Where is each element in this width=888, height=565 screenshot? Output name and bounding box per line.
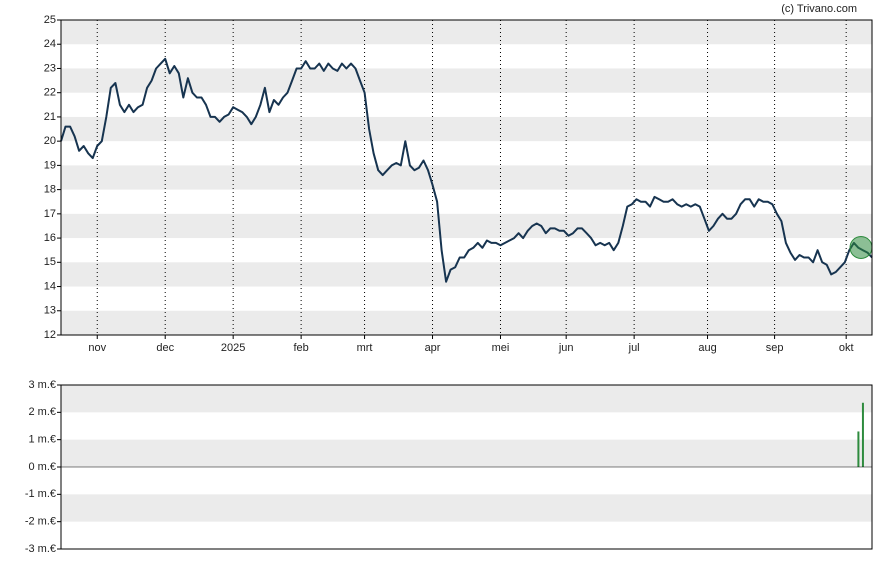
grid-band bbox=[61, 116, 872, 142]
y-tick-label: 14 bbox=[44, 280, 56, 292]
x-tick-label: feb bbox=[293, 342, 308, 354]
y-tick-label: 15 bbox=[44, 256, 56, 268]
y-tick-label: 17 bbox=[44, 208, 56, 220]
x-tick-label: aug bbox=[698, 342, 716, 354]
y-tick-label: 24 bbox=[44, 38, 56, 50]
volume-bar bbox=[857, 431, 860, 467]
price-line bbox=[60, 57, 873, 283]
grid-band bbox=[61, 494, 872, 522]
x-tick-label: 2025 bbox=[221, 342, 245, 354]
grid-band bbox=[61, 385, 872, 413]
grid-band bbox=[61, 310, 872, 335]
x-tick-label: dec bbox=[156, 342, 174, 354]
y-tick-label: 19 bbox=[44, 159, 56, 171]
grid-band bbox=[61, 20, 872, 45]
x-tick-label: mrt bbox=[357, 342, 373, 354]
x-tick-label: okt bbox=[839, 342, 854, 354]
y-tick-label: 21 bbox=[44, 111, 56, 123]
y-tick-label: 22 bbox=[44, 87, 56, 99]
y-tick-label: 20 bbox=[44, 135, 56, 147]
x-tick-label: nov bbox=[88, 342, 106, 354]
y-tick-label: 25 bbox=[44, 14, 56, 26]
grid-band bbox=[61, 213, 872, 239]
grid-band bbox=[61, 439, 872, 467]
plot-border bbox=[60, 384, 873, 550]
y-tick-label: -3 m.€ bbox=[25, 543, 56, 555]
y-tick-label: 16 bbox=[44, 232, 56, 244]
y-tick-label: 3 m.€ bbox=[28, 379, 56, 391]
grid-band bbox=[61, 68, 872, 93]
plot-border bbox=[60, 19, 873, 336]
x-tick-label: jun bbox=[558, 342, 574, 354]
y-tick-label: 18 bbox=[44, 184, 56, 196]
last-price-marker bbox=[849, 235, 873, 259]
x-tick-label: sep bbox=[766, 342, 784, 354]
y-tick-label: 2 m.€ bbox=[28, 406, 56, 418]
y-tick-label: 23 bbox=[44, 62, 56, 74]
grid-band bbox=[61, 262, 872, 287]
y-tick-label: 1 m.€ bbox=[28, 434, 56, 446]
y-tick-label: -1 m.€ bbox=[25, 488, 56, 500]
x-tick-label: apr bbox=[425, 342, 441, 354]
x-tick-label: jul bbox=[628, 342, 640, 354]
y-tick-label: -2 m.€ bbox=[25, 516, 56, 528]
volume-bar bbox=[861, 402, 864, 467]
annotation: (c) Trivano.com bbox=[781, 3, 857, 15]
y-tick-label: 0 m.€ bbox=[28, 461, 56, 473]
x-tick-label: mei bbox=[492, 342, 510, 354]
y-tick-label: 13 bbox=[44, 305, 56, 317]
grid-band bbox=[61, 165, 872, 190]
y-tick-label: 12 bbox=[44, 329, 56, 341]
